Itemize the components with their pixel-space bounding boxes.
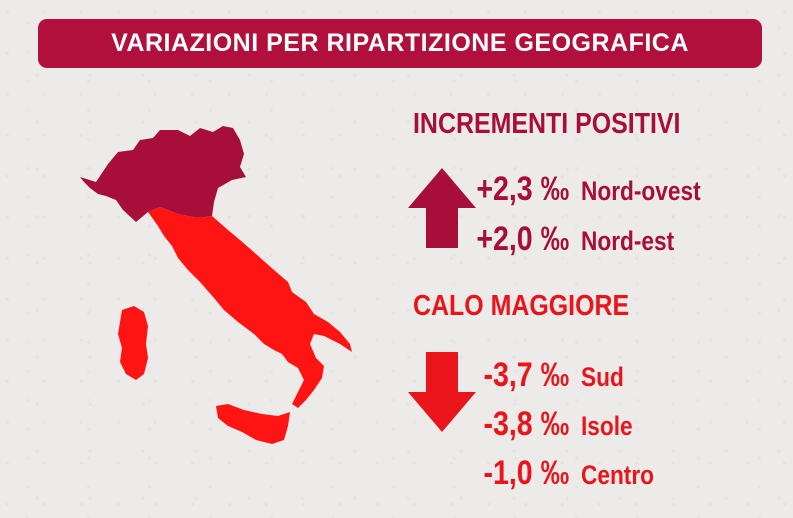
- negative-value-2: -3,8 ‰: [483, 405, 570, 443]
- negative-region-1: Sud: [580, 362, 624, 392]
- list-item: +2,0 ‰ Nord-est: [460, 220, 674, 259]
- italy-map-icon: [80, 126, 352, 444]
- negative-region-3: Centro: [580, 460, 655, 490]
- list-item: +2,3 ‰ Nord-ovest: [460, 170, 701, 209]
- negative-region-2: Isole: [580, 411, 633, 441]
- list-item: -1,0 ‰ Centro: [460, 454, 654, 493]
- positive-value-1: +2,3 ‰: [476, 170, 570, 208]
- positive-region-1: Nord-ovest: [580, 176, 701, 206]
- negative-heading: CALO MAGGIORE: [413, 290, 630, 322]
- title-banner: VARIAZIONI PER RIPARTIZIONE GEOGRAFICA: [38, 19, 762, 68]
- arrow-down-icon: [408, 352, 476, 432]
- negative-value-3: -1,0 ‰: [483, 454, 570, 492]
- map-region-north: [80, 126, 246, 222]
- list-item: -3,7 ‰ Sud: [460, 356, 624, 395]
- map-region-peninsula: [148, 207, 352, 408]
- negative-value-1: -3,7 ‰: [483, 356, 570, 394]
- page-title: VARIAZIONI PER RIPARTIZIONE GEOGRAFICA: [111, 29, 689, 57]
- positive-value-2: +2,0 ‰: [476, 220, 570, 258]
- positive-region-2: Nord-est: [580, 226, 675, 256]
- map-region-sicily: [216, 404, 290, 444]
- list-item: -3,8 ‰ Isole: [460, 405, 633, 444]
- positive-heading: INCREMENTI POSITIVI: [413, 108, 681, 140]
- map-region-sardinia: [118, 306, 148, 380]
- arrow-up-icon: [408, 168, 476, 248]
